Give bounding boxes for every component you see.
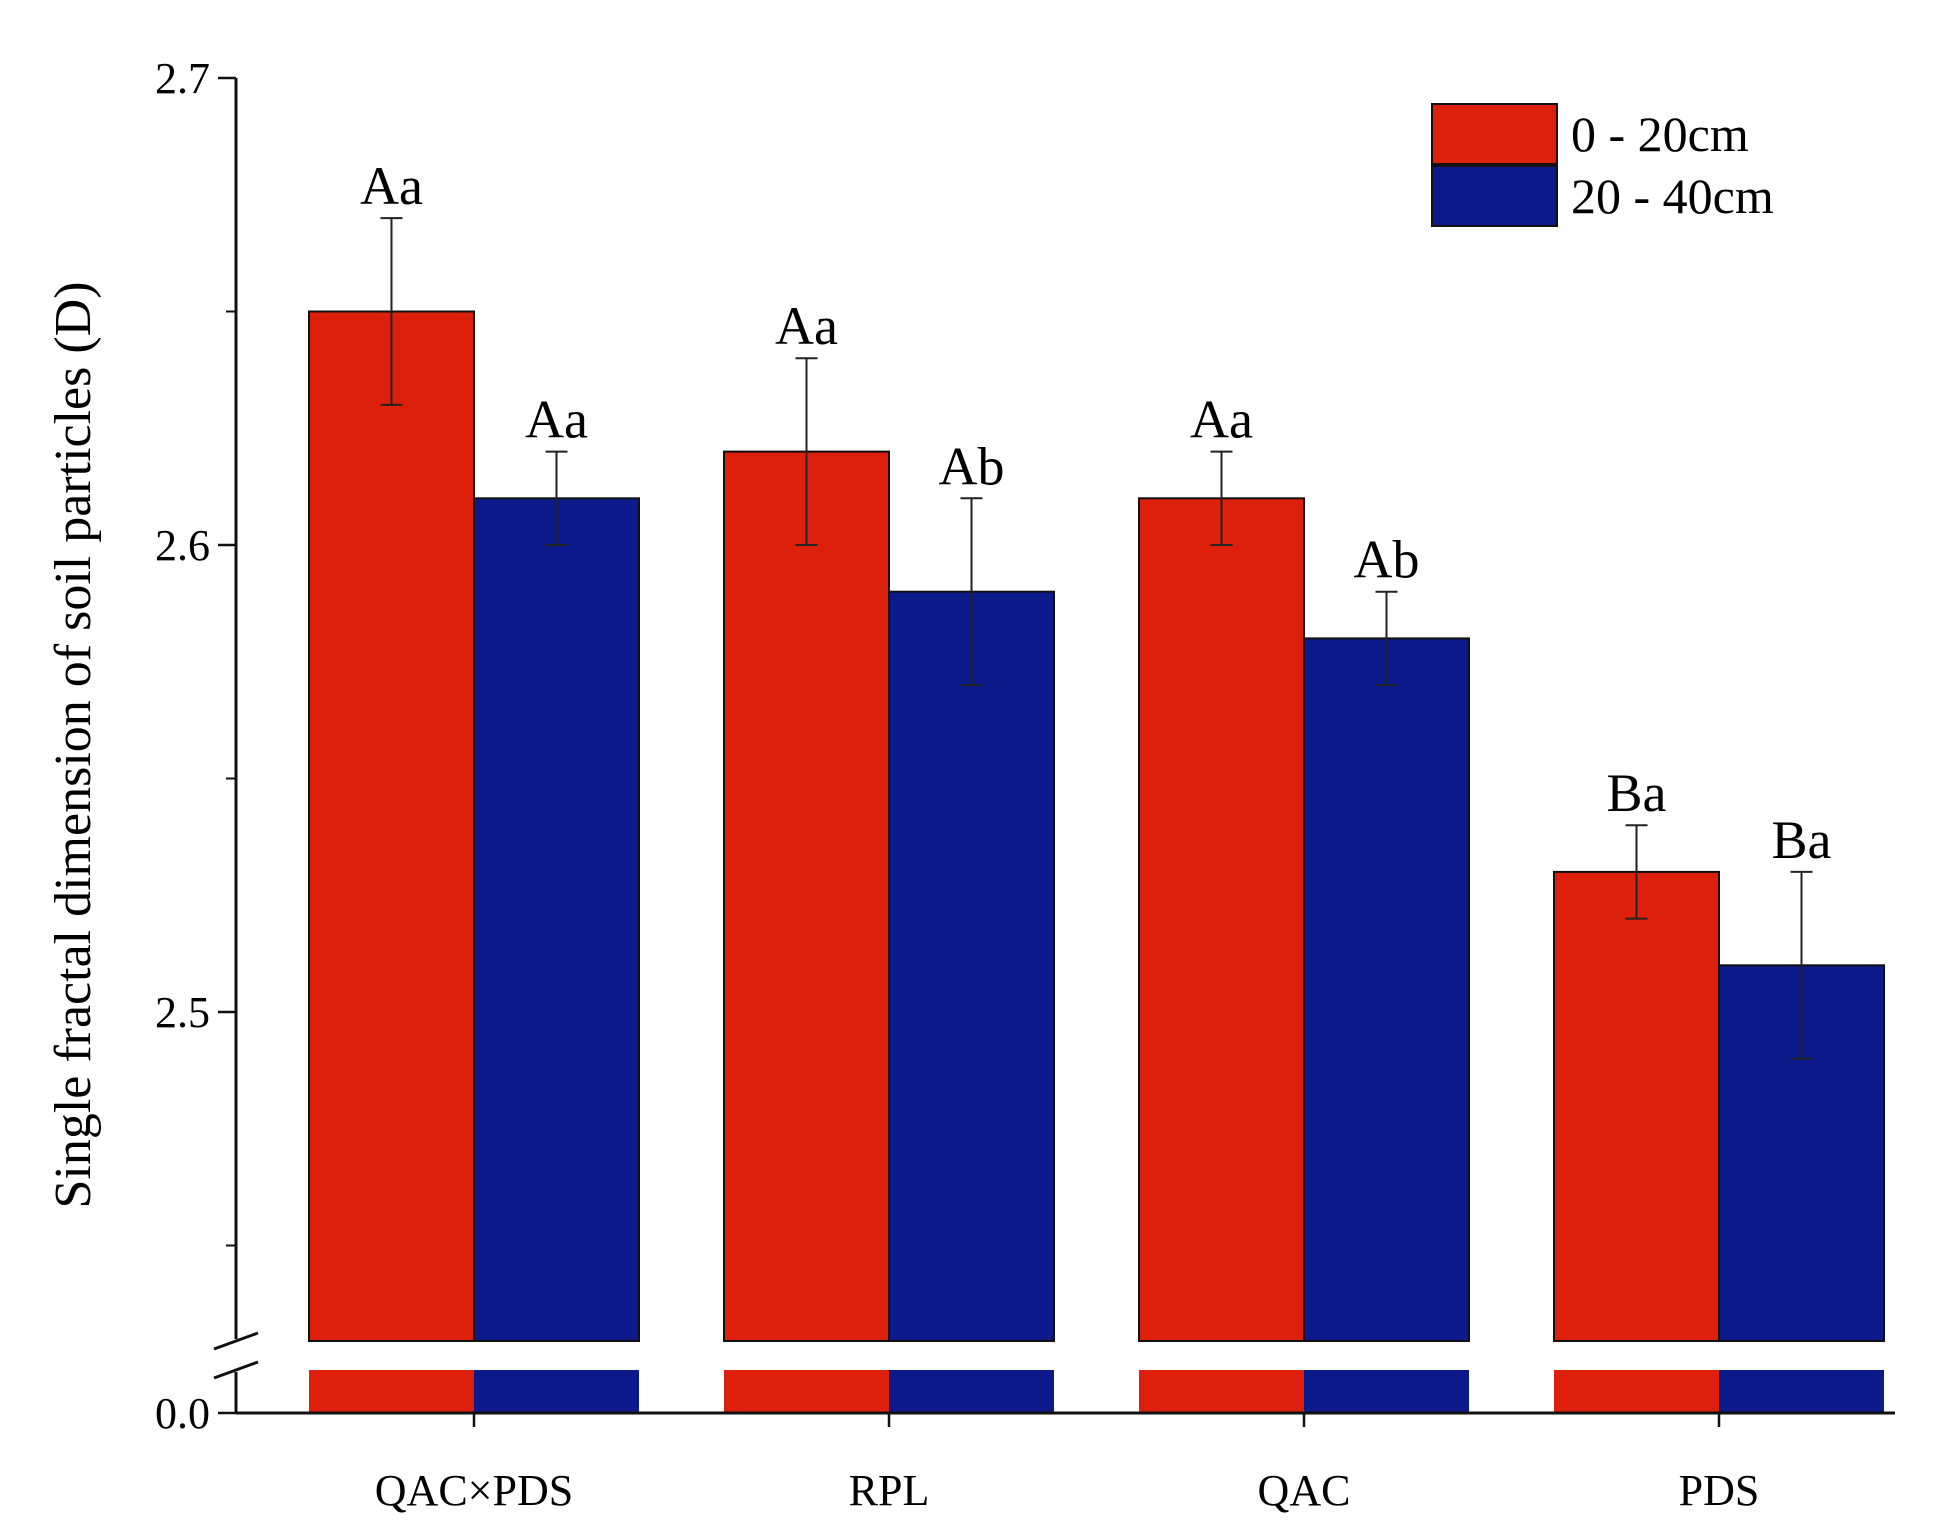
legend-swatch bbox=[1431, 165, 1558, 227]
bar bbox=[723, 450, 890, 1343]
y-tick-label: 2.7 bbox=[155, 54, 210, 103]
significance-labels-layer: Aa Aa Aa Ab Aa Ab Ba Ba bbox=[360, 156, 1832, 870]
bar-lower-stub bbox=[889, 1370, 1054, 1413]
bar-lower-stub bbox=[474, 1370, 639, 1413]
bar-lower-stub bbox=[724, 1370, 889, 1413]
bar bbox=[308, 310, 475, 1342]
bar-lower-stub bbox=[1139, 1370, 1304, 1413]
x-tick-label: QAC×PDS bbox=[375, 1466, 573, 1515]
significance-label: Aa bbox=[360, 156, 423, 216]
x-tick-label: PDS bbox=[1679, 1466, 1760, 1515]
error-bars-layer bbox=[380, 217, 1813, 1060]
axes-layer: QAC×PDS RPL QAC PDS 0.0 2.5 2.6 2.7 bbox=[155, 54, 1898, 1515]
y-tick-label: 2.6 bbox=[155, 521, 210, 570]
axis-break-mark bbox=[213, 1360, 259, 1380]
bar bbox=[1138, 497, 1305, 1342]
bar-lower-stub bbox=[1719, 1370, 1884, 1413]
significance-label: Ab bbox=[939, 436, 1005, 496]
y-axis-title: Single fractal dimension of soil particl… bbox=[45, 281, 102, 1208]
significance-label: Aa bbox=[1190, 390, 1253, 450]
y-tick-label: 2.5 bbox=[155, 988, 210, 1037]
legend-swatch bbox=[1431, 103, 1558, 165]
bar-lower-stub bbox=[1554, 1370, 1719, 1413]
bar bbox=[1553, 870, 1720, 1343]
bar-lower-stub bbox=[1304, 1370, 1469, 1413]
x-tick-label: QAC bbox=[1258, 1466, 1351, 1515]
significance-label: Ba bbox=[1772, 810, 1832, 870]
bar bbox=[1303, 637, 1470, 1342]
bars-layer bbox=[308, 310, 1885, 1413]
legend-label: 0 - 20cm bbox=[1571, 106, 1749, 162]
axis-break-mark bbox=[213, 1331, 259, 1351]
significance-label: Aa bbox=[775, 296, 838, 356]
bar-lower-stub bbox=[309, 1370, 474, 1413]
legend-label: 20 - 40cm bbox=[1571, 168, 1774, 224]
bar bbox=[888, 590, 1055, 1342]
x-tick-label: RPL bbox=[849, 1466, 930, 1515]
y-tick-label: 0.0 bbox=[155, 1389, 210, 1438]
significance-label: Ba bbox=[1607, 763, 1667, 823]
axis-break-band bbox=[239, 1342, 1898, 1369]
bar bbox=[473, 497, 640, 1342]
significance-label: Ab bbox=[1354, 530, 1420, 590]
legend: 0 - 20cm 20 - 40cm bbox=[1431, 103, 1774, 227]
significance-label: Aa bbox=[525, 390, 588, 450]
